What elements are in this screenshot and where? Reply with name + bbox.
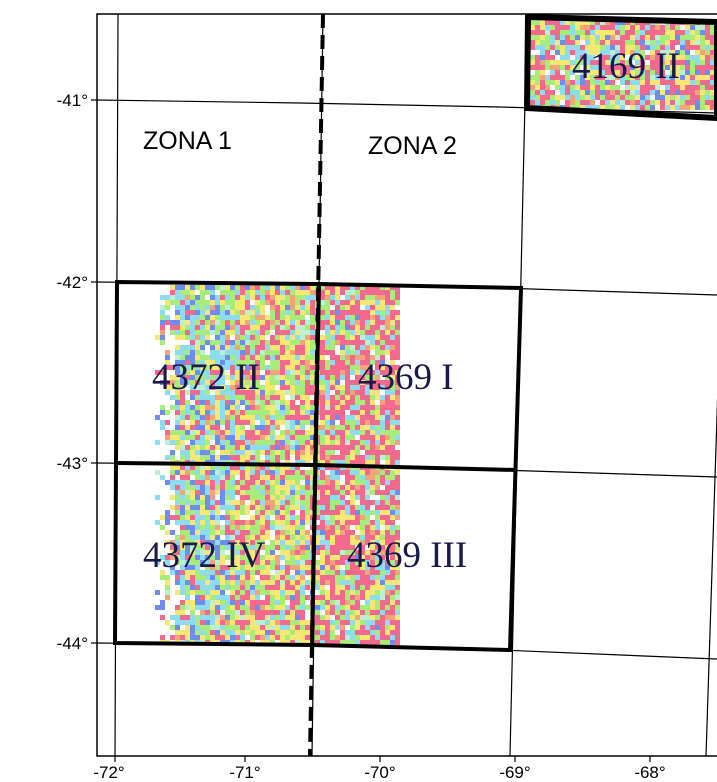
zone-1-label: ZONA 1 (143, 127, 232, 155)
zone-2-label: ZONA 2 (368, 132, 457, 160)
longitude-label: -69° (499, 763, 530, 782)
tile-label-4372-iv[interactable]: 4372 IV (143, 535, 266, 576)
longitude-label: -72° (93, 763, 124, 782)
meridian-69 (705, 397, 717, 756)
tile-label-4369-iii[interactable]: 4369 III (347, 535, 467, 576)
latitude-label: -44° (57, 634, 88, 653)
longitude-label: -71° (229, 763, 260, 782)
latitude-label: -42° (57, 273, 88, 292)
zone-boundary-line (308, 13, 325, 757)
tile-label-4169-ii[interactable]: 4169 II (572, 46, 680, 87)
latitude-label: -41° (57, 91, 88, 110)
map-frame (96, 13, 717, 757)
longitude-label: -68° (634, 763, 665, 782)
tile-label-4369-i[interactable]: 4369 I (358, 357, 454, 398)
longitude-labels: -72° -71° -70° -69° -68° (93, 763, 665, 782)
latitude-label: -43° (57, 454, 88, 473)
tile-label-4372-ii[interactable]: 4372 II (152, 357, 260, 398)
latitude-labels: -41° -42° -43° -44° (57, 91, 88, 653)
axis-ticks (91, 99, 651, 762)
tile-4169-ii-outline (523, 13, 717, 122)
longitude-label: -70° (364, 763, 395, 782)
